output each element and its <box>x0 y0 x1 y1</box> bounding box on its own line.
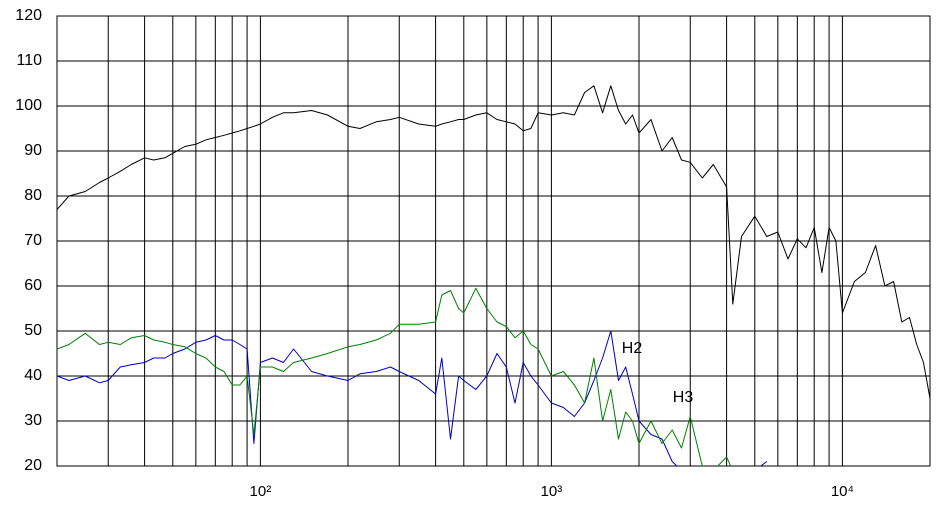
y-tick-label: 30 <box>24 412 42 429</box>
y-tick-label: 100 <box>15 97 42 114</box>
y-tick-label: 70 <box>24 232 42 249</box>
x-tick-label: 10⁴ <box>831 483 854 500</box>
y-tick-label: 50 <box>24 322 42 339</box>
series-line <box>57 330 768 466</box>
y-tick-label: 90 <box>24 142 42 159</box>
annotation: H2 <box>622 340 643 357</box>
y-tick-label: 20 <box>24 457 42 474</box>
y-tick-label: 80 <box>24 187 42 204</box>
annotation: H3 <box>673 389 694 406</box>
y-tick-label: 110 <box>16 52 42 69</box>
x-tick-label: 10³ <box>541 483 563 500</box>
y-tick-label: 60 <box>24 277 42 294</box>
series-line <box>57 85 930 399</box>
series-line <box>57 287 732 466</box>
plot-lines <box>57 85 930 466</box>
x-tick-label: 10² <box>250 483 272 500</box>
y-tick-label: 40 <box>24 367 42 384</box>
y-tick-label: 120 <box>15 7 42 24</box>
